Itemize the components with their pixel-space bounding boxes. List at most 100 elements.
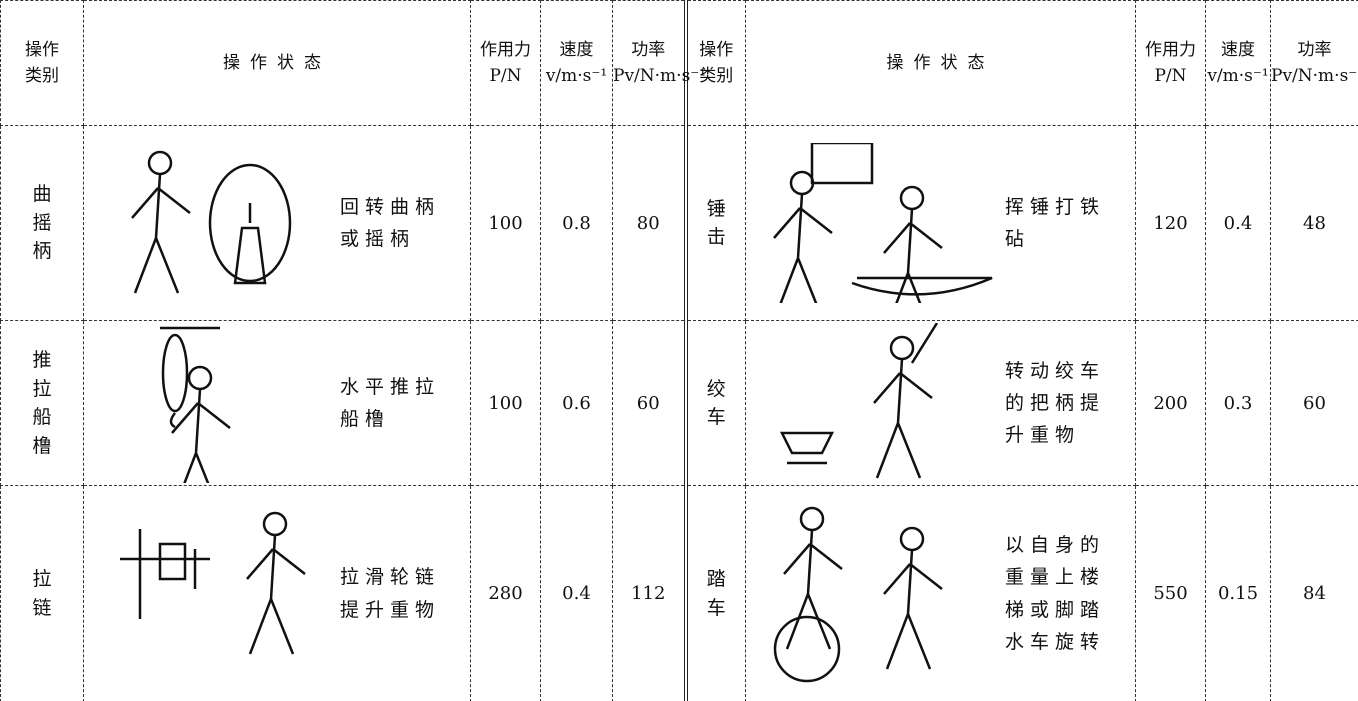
value-cell: 0.3 <box>1205 320 1271 486</box>
value-cell: 100 <box>470 320 541 486</box>
value-cell: 550 <box>1135 485 1206 701</box>
drawing-stroke <box>246 534 306 654</box>
header-line: 操作状态 <box>223 52 331 73</box>
drawing-stroke <box>873 358 933 479</box>
column-header: 作用力 P/N <box>1135 0 1206 126</box>
state-box: 转动绞车的把柄提升重物 <box>746 321 1135 485</box>
column-header: 操作状态 <box>83 0 471 126</box>
drawing-stroke <box>208 163 292 283</box>
column-header: 操作状态 <box>745 0 1136 126</box>
category-cell: 曲摇柄 <box>0 125 84 321</box>
illustration <box>131 150 292 294</box>
drawing-stroke <box>120 528 210 619</box>
state-text: 拉滑轮链提升重物 <box>340 566 441 621</box>
category-text: 拉链 <box>32 568 52 619</box>
header-line: 操作 <box>699 39 734 60</box>
illustration <box>779 323 939 479</box>
category-cell: 踏车 <box>683 485 746 701</box>
state-text: 水平推拉船橹 <box>340 375 441 430</box>
value-cell: 0.15 <box>1205 485 1271 701</box>
cell-value: 0.4 <box>1223 212 1253 234</box>
cell-value: 80 <box>636 212 660 234</box>
state-box: 拉滑轮链提升重物 <box>84 486 470 701</box>
header-line: P/N <box>1154 66 1187 86</box>
state-cell: 转动绞车的把柄提升重物 <box>745 320 1136 486</box>
value-cell: 60 <box>1270 320 1358 486</box>
cell-value: 48 <box>1303 212 1326 234</box>
value-cell: 0.8 <box>540 125 613 321</box>
state-text: 以自身的重量上楼梯或脚踏水车旋转 <box>1005 533 1106 653</box>
category-cell: 绞车 <box>683 320 746 486</box>
column-header: 速度 v/m·s⁻¹ <box>1205 0 1271 126</box>
cell-value: 0.8 <box>562 212 591 234</box>
header-line: 操作 <box>25 39 59 60</box>
cell-value: 280 <box>488 583 523 604</box>
category-text: 推拉船橹 <box>32 349 52 457</box>
header-line: 功率 <box>1297 39 1332 60</box>
header-line: v/m·s⁻¹ <box>545 66 608 86</box>
drawing-stroke <box>187 365 213 391</box>
header-line: 类别 <box>699 66 734 86</box>
header-line: 作用力 <box>480 39 531 60</box>
header-line: 类别 <box>25 66 59 86</box>
drawing-stroke <box>169 412 176 429</box>
cell-value: 550 <box>1153 583 1188 604</box>
column-header: 操作 类别 <box>683 0 746 126</box>
header-line: 速度 <box>1221 39 1255 60</box>
state-box: 挥锤打铁砧 <box>746 126 1135 320</box>
column-header: 功率 Pv/N·m·s⁻¹ <box>612 0 707 126</box>
state-cell: 水平推拉船橹 <box>83 320 471 486</box>
illustration <box>773 506 943 682</box>
column-header: 操作 类别 <box>0 0 84 126</box>
header-line: 操作状态 <box>886 52 995 73</box>
drawing-stroke <box>889 335 915 361</box>
drawing-stroke <box>171 388 231 483</box>
drawing-stroke <box>851 276 993 296</box>
drawing-stroke <box>783 529 843 649</box>
drawing-stroke <box>779 431 835 465</box>
value-cell: 280 <box>470 485 541 701</box>
header-line: v/m·s⁻¹ <box>1207 66 1269 86</box>
drawing-stroke <box>899 526 925 551</box>
cell-value: 100 <box>488 212 523 234</box>
illustration <box>773 143 993 303</box>
column-header: 作用力 P/N <box>470 0 541 126</box>
drawing-stroke <box>883 208 943 303</box>
header-line: Pv/N·m·s⁻¹ <box>613 66 707 86</box>
state-box: 回转曲柄或摇柄 <box>84 126 470 320</box>
illustration <box>160 326 231 483</box>
drawing-stroke <box>161 333 189 413</box>
drawing-stroke <box>799 506 825 531</box>
state-cell: 拉滑轮链提升重物 <box>83 485 471 701</box>
cell-value: 200 <box>1153 392 1188 414</box>
value-cell: 80 <box>612 125 686 321</box>
table-row: 推拉船橹 水平推拉船橹 100 0.6 60 绞车 转动绞车的把柄提升重物 200 0.3 60 <box>0 320 1358 486</box>
cell-value: 100 <box>488 392 523 414</box>
drawing-stroke <box>262 511 288 536</box>
state-cell: 回转曲柄或摇柄 <box>83 125 471 321</box>
cell-value: 84 <box>1303 583 1326 604</box>
category-text: 踏车 <box>706 568 726 619</box>
value-cell: 120 <box>1135 125 1206 321</box>
value-cell: 100 <box>470 125 541 321</box>
cell-value: 120 <box>1153 212 1188 234</box>
cell-value: 0.15 <box>1217 583 1259 604</box>
state-cell: 挥锤打铁砧 <box>745 125 1136 321</box>
value-cell: 200 <box>1135 320 1206 486</box>
state-text: 转动绞车的把柄提升重物 <box>1005 359 1106 447</box>
drawing-stroke <box>773 193 833 303</box>
header-line: 速度 <box>559 39 594 60</box>
header-line: 功率 <box>631 39 666 60</box>
category-cell: 拉链 <box>0 485 84 701</box>
state-cell: 以自身的重量上楼梯或脚踏水车旋转 <box>745 485 1136 701</box>
value-cell: 0.4 <box>1205 125 1271 321</box>
value-cell: 0.4 <box>540 485 613 701</box>
category-text: 曲摇柄 <box>32 183 52 263</box>
table-row: 曲摇柄 回转曲柄或摇柄 100 0.8 80 锤击 挥锤打铁砧 120 0.4 48 <box>0 125 1358 321</box>
drawing-stroke <box>147 150 173 176</box>
category-cell: 锤击 <box>683 125 746 321</box>
drawing-stroke <box>810 143 874 185</box>
drawing-stroke <box>910 323 939 364</box>
